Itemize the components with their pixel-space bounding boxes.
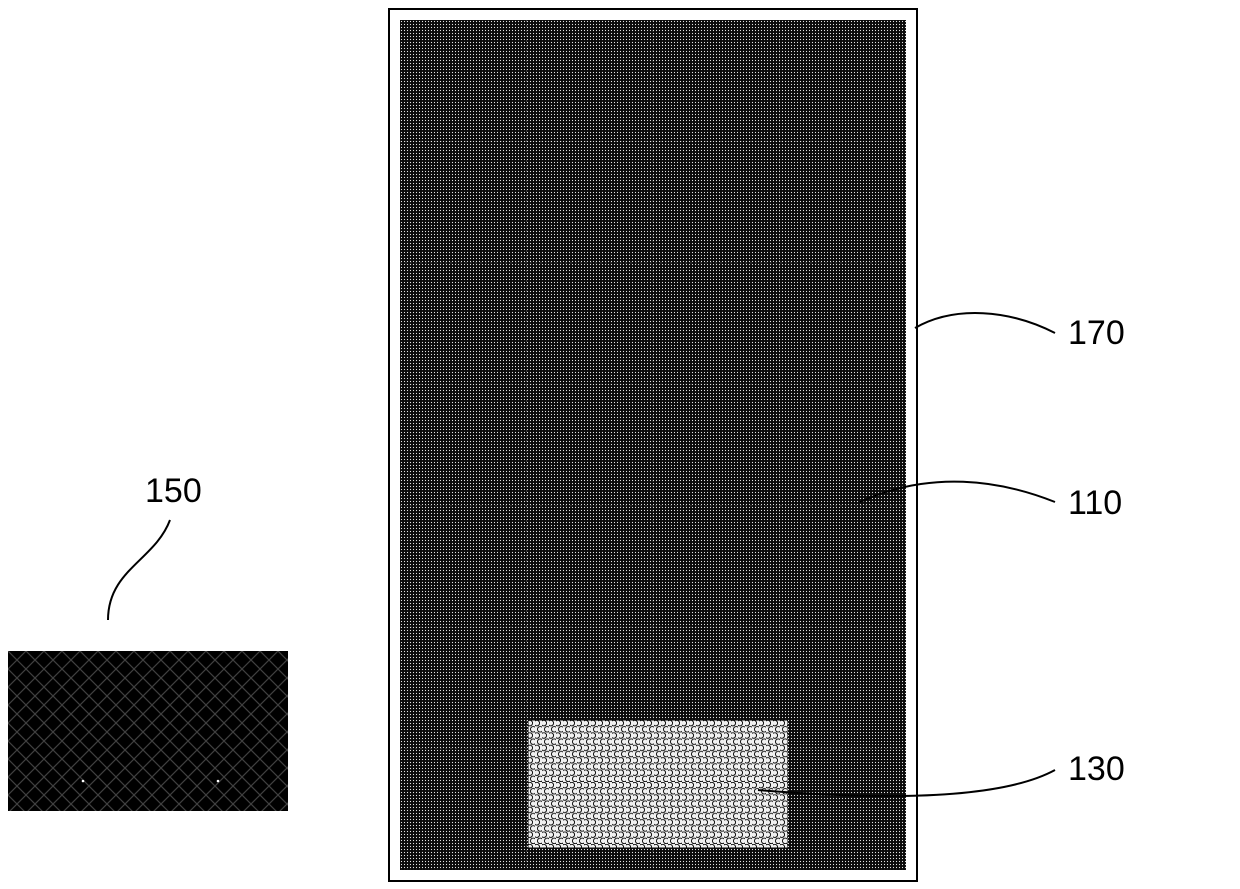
ref-label-150: 150 xyxy=(145,472,202,511)
inset-light-panel xyxy=(528,720,788,848)
ref-label-130: 130 xyxy=(1068,750,1125,789)
ref-label-110: 110 xyxy=(1068,484,1122,523)
left-hatch-box xyxy=(8,651,288,811)
ref-label-170: 170 xyxy=(1068,314,1125,353)
